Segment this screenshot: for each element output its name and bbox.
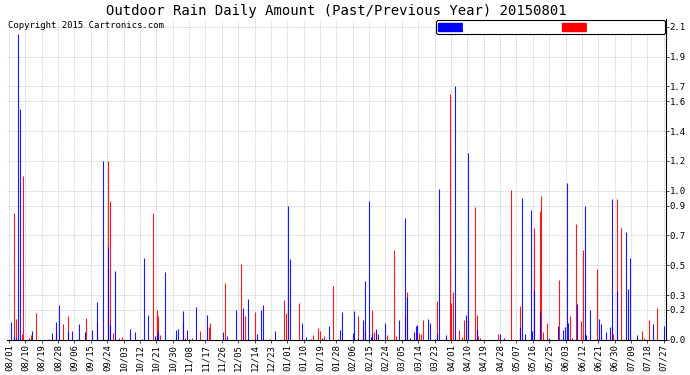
Title: Outdoor Rain Daily Amount (Past/Previous Year) 20150801: Outdoor Rain Daily Amount (Past/Previous… <box>106 4 566 18</box>
Text: Copyright 2015 Cartronics.com: Copyright 2015 Cartronics.com <box>8 21 164 30</box>
Legend: Previous (Inches), Past (Inches): Previous (Inches), Past (Inches) <box>436 20 664 34</box>
